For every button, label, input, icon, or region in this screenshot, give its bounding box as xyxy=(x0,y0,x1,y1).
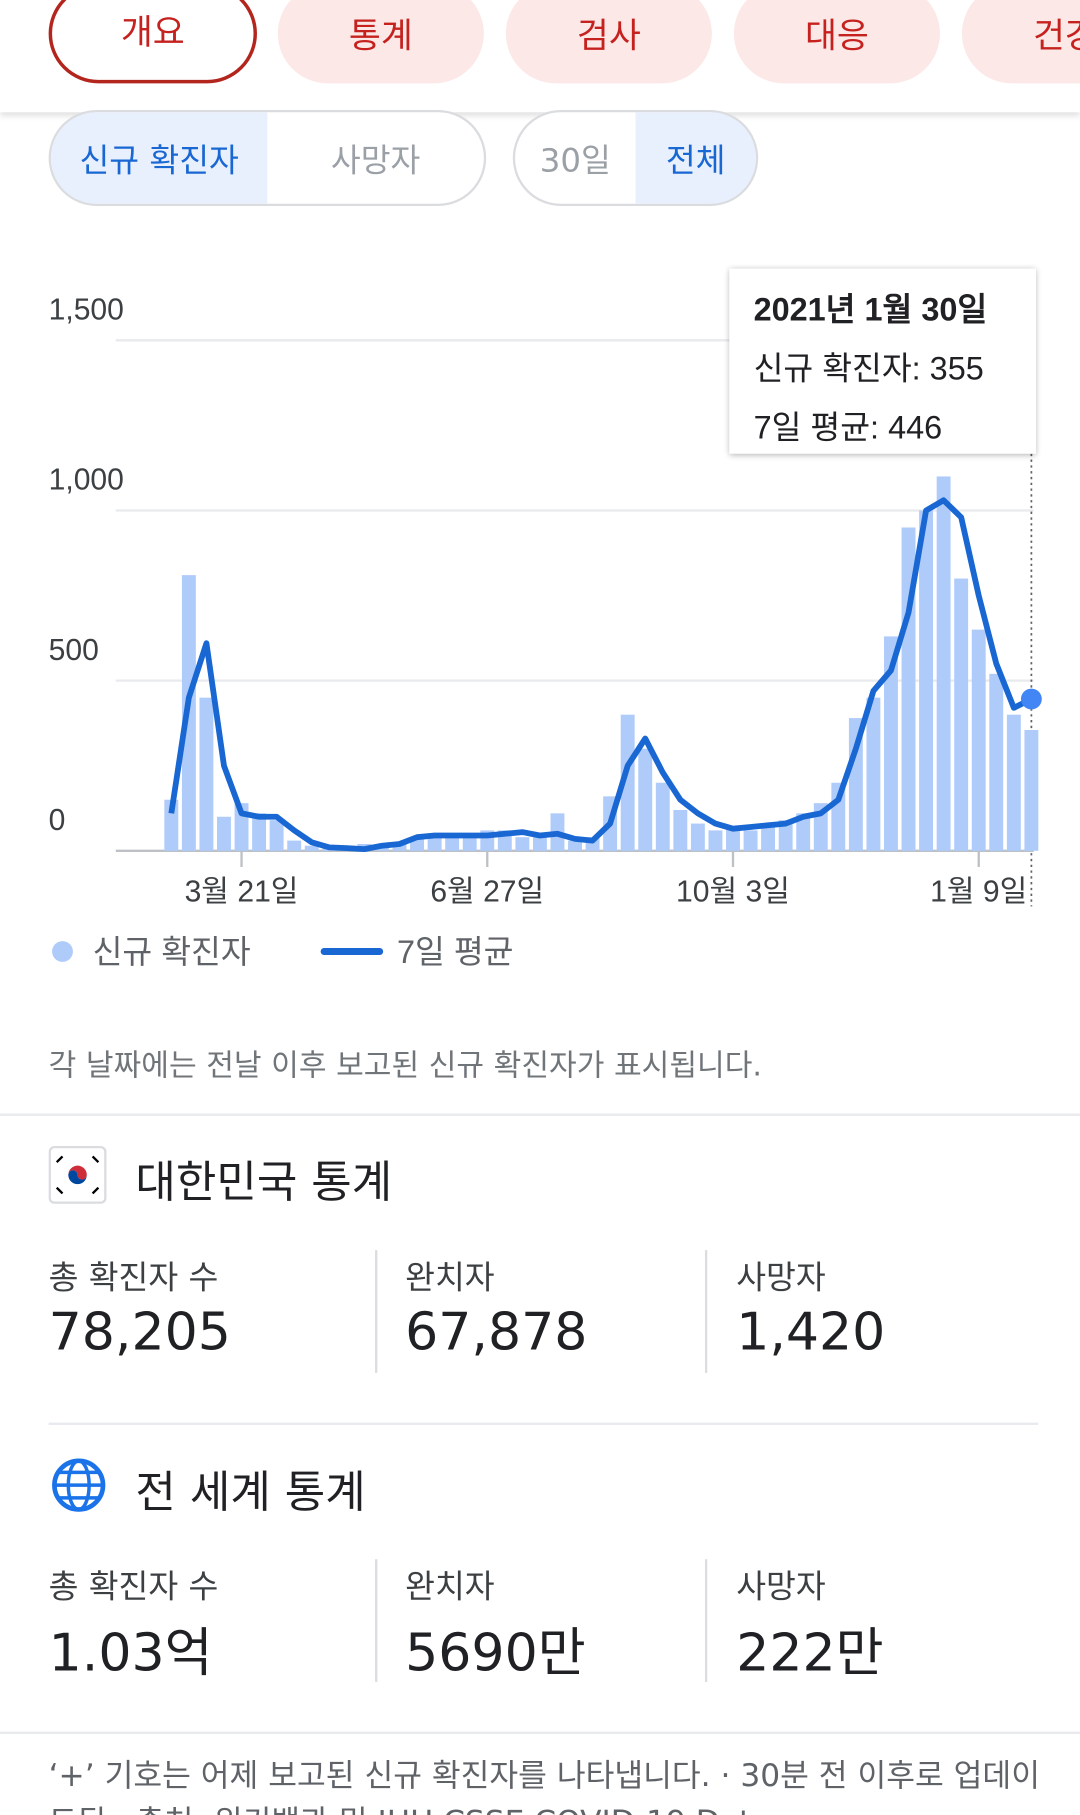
toggle-option[interactable]: 신규 확진자 xyxy=(50,112,268,204)
stat-value: 67,878 xyxy=(405,1301,588,1363)
x-tick-label: 10월 3일 xyxy=(676,876,790,909)
bar xyxy=(919,510,934,851)
tab-label: 대응 xyxy=(804,16,869,57)
tooltip-value: 446 xyxy=(888,409,943,446)
tab[interactable]: 개요 xyxy=(48,0,257,84)
divider xyxy=(0,1731,1080,1735)
tab-label: 통계 xyxy=(348,16,413,57)
stat-value: 5690만 xyxy=(405,1621,586,1684)
tab[interactable]: 건강 xyxy=(961,0,1080,84)
divider xyxy=(704,1250,708,1373)
bar xyxy=(690,823,705,851)
bar xyxy=(989,673,1004,851)
bar xyxy=(252,813,267,851)
bar xyxy=(708,830,723,851)
tooltip-title: 2021년 1월 30일 xyxy=(753,291,988,328)
tooltip: 2021년 1월 30일 신규 확진자: 355 7일 평균: 446 xyxy=(729,268,1037,457)
stat-label: 사망자 xyxy=(736,1567,826,1606)
tab-label: 검사 xyxy=(576,16,641,57)
divider xyxy=(375,1559,378,1682)
stat-label: 완치자 xyxy=(405,1567,495,1606)
bar xyxy=(199,697,214,851)
average-line xyxy=(168,497,1033,852)
legend-label: 신규 확진자 xyxy=(93,934,251,970)
stat-value: 222만 xyxy=(736,1621,884,1684)
y-tick-label: 0 xyxy=(49,804,66,837)
bar xyxy=(620,714,635,851)
bar xyxy=(936,476,951,851)
tab[interactable]: 검사 xyxy=(505,0,712,84)
bar xyxy=(971,629,986,851)
bar xyxy=(164,799,179,851)
legend-label: 7일 평균 xyxy=(397,934,513,970)
range-toggle: 30일 전체 xyxy=(512,109,759,207)
bar xyxy=(954,578,969,851)
tab-label: 개요 xyxy=(120,12,185,54)
y-tick-label: 1,500 xyxy=(49,293,124,326)
x-tick-label: 6월 27일 xyxy=(430,876,544,909)
footer: ‘+’ 기호는 어제 보고된 신규 확진자를 나타냅니다. · 30분 전 이후… xyxy=(48,1758,1040,1815)
globe-icon xyxy=(52,1458,106,1512)
stat-value: 78,205 xyxy=(48,1301,231,1363)
x-tick-label: 1월 9일 xyxy=(930,876,1027,909)
bar xyxy=(515,837,530,851)
bar xyxy=(445,837,460,851)
bar xyxy=(778,820,793,851)
bar xyxy=(655,782,670,851)
tab[interactable]: 통계 xyxy=(277,0,484,84)
toggle-option[interactable]: 전체 xyxy=(635,112,756,204)
bar xyxy=(287,840,302,851)
bar xyxy=(304,845,319,851)
bar xyxy=(1006,714,1021,851)
tab-label: 건강 xyxy=(1032,16,1080,57)
stat-label: 완치자 xyxy=(405,1258,495,1297)
bar xyxy=(638,748,653,851)
divider xyxy=(704,1559,708,1682)
bar xyxy=(866,697,881,851)
toggle-option[interactable]: 30일 xyxy=(539,140,611,179)
divider xyxy=(0,1113,1080,1116)
tooltip-row: 7일 평균: 446 xyxy=(754,398,1036,457)
bar xyxy=(532,837,547,851)
tab[interactable]: 대응 xyxy=(733,0,940,84)
section-title: 전 세계 통계 xyxy=(135,1466,366,1518)
bar xyxy=(269,820,284,851)
stat-label: 사망자 xyxy=(736,1258,826,1297)
bar xyxy=(743,830,758,851)
legend-swatch xyxy=(52,941,73,962)
bar xyxy=(726,826,740,851)
bar xyxy=(217,816,231,851)
hover-dot xyxy=(1020,688,1042,710)
note: 각 날짜에는 전날 이후 보고된 신규 확진자가 표시됩니다. xyxy=(48,1048,762,1084)
divider xyxy=(375,1250,378,1373)
tooltip-row: 신규 확진자: 355 xyxy=(754,339,1036,398)
y-tick-label: 1,000 xyxy=(49,464,124,497)
bar xyxy=(568,840,582,851)
bar xyxy=(673,809,688,851)
stat-value: 1,420 xyxy=(736,1301,886,1363)
flag-icon xyxy=(48,1145,107,1204)
tooltip-label: 7일 평균: xyxy=(753,409,880,446)
section-title: 대한민국 통계 xyxy=(135,1156,393,1208)
stat-label: 총 확진자 수 xyxy=(48,1567,219,1606)
tooltip-value: 355 xyxy=(929,350,984,387)
bar xyxy=(796,813,811,851)
x-tick-label: 3월 21일 xyxy=(185,876,299,909)
stat-label: 총 확진자 수 xyxy=(48,1258,219,1297)
bar xyxy=(884,636,898,851)
bar xyxy=(1024,729,1039,851)
tooltip-label: 신규 확진자: xyxy=(753,350,921,387)
divider xyxy=(48,1422,1039,1425)
metric-toggle: 신규 확진자 사망자 xyxy=(48,109,487,207)
toggle-option[interactable]: 사망자 xyxy=(330,140,421,179)
y-tick-label: 500 xyxy=(49,634,99,667)
stat-value: 1.03억 xyxy=(48,1621,213,1684)
bar xyxy=(761,823,776,851)
